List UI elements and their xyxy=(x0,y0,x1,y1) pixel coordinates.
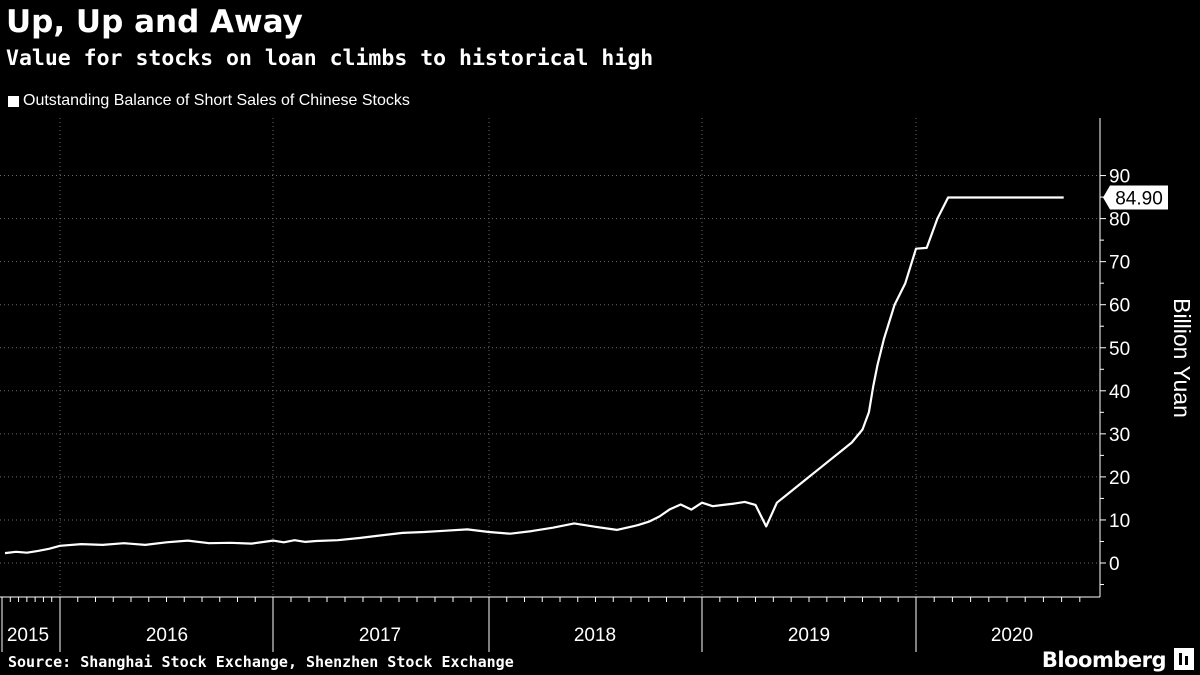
source-note: Source: Shanghai Stock Exchange, Shenzhe… xyxy=(8,653,514,671)
chart-subtitle: Value for stocks on loan climbs to histo… xyxy=(6,46,654,71)
y-tick-label: 60 xyxy=(1109,296,1130,317)
labels: 0 10 20 30 40 50 60 70 80 90 2015 2016 2017 2018 2019 2… xyxy=(7,167,1195,646)
legend-label: Outstanding Balance of Short Sales of Ch… xyxy=(23,92,410,109)
grid xyxy=(0,118,1100,597)
series-layer xyxy=(4,196,1064,555)
y-tick-label: 10 xyxy=(1109,511,1130,532)
y-tick-label: 40 xyxy=(1109,382,1130,403)
y-tick-label: 0 xyxy=(1109,554,1120,575)
axes xyxy=(0,118,1106,652)
legend-swatch xyxy=(8,95,19,107)
y-tick-label: 50 xyxy=(1109,339,1130,360)
brand-icon xyxy=(1174,648,1194,670)
chart-title: Up, Up and Away xyxy=(6,4,303,40)
y-tick-label: 70 xyxy=(1109,253,1130,274)
last-value-callout xyxy=(1103,185,1168,210)
y-axis-title: Billion Yuan xyxy=(1169,298,1195,418)
y-tick-label: 80 xyxy=(1109,210,1130,231)
y-tick-label: 30 xyxy=(1109,425,1130,446)
legend: Outstanding Balance of Short Sales of Ch… xyxy=(8,90,410,112)
last-value-label: 84.90 xyxy=(1115,189,1163,210)
year-label: 2015 xyxy=(7,625,49,646)
year-label: 2020 xyxy=(991,625,1033,646)
year-label: 2016 xyxy=(146,625,188,646)
y-tick-label: 90 xyxy=(1109,167,1130,188)
y-tick-label: 20 xyxy=(1109,468,1130,489)
series-line xyxy=(4,196,1064,555)
year-label: 2018 xyxy=(574,625,616,646)
year-label: 2017 xyxy=(359,625,401,646)
brand-logo: Bloomberg xyxy=(1041,648,1167,672)
year-label: 2019 xyxy=(788,625,830,646)
